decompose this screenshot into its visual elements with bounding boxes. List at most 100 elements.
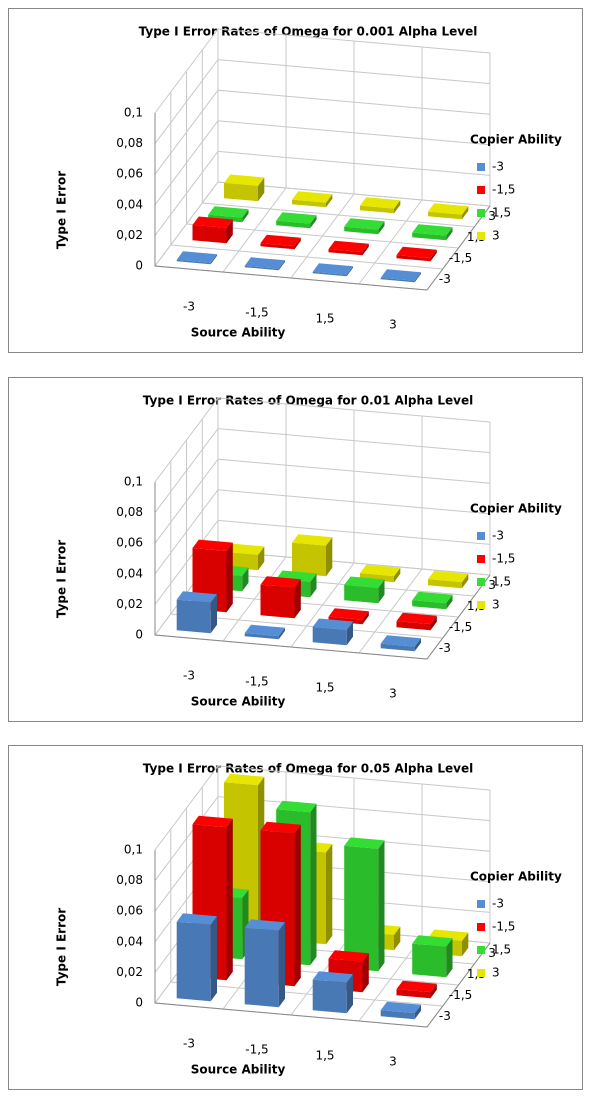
bar-side — [462, 206, 469, 220]
bar-side — [446, 227, 453, 241]
bar-top — [244, 624, 285, 637]
legend-title: Copier Ability — [470, 870, 562, 884]
legend-swatch — [477, 946, 485, 954]
bar-side — [346, 974, 353, 1014]
bar-side — [414, 638, 421, 652]
bar-front — [396, 989, 431, 999]
bar — [380, 1001, 421, 1020]
x-tick-label: 1,5 — [315, 681, 334, 695]
bar-front — [192, 224, 227, 244]
bar-top — [396, 612, 437, 625]
bar-front — [244, 265, 279, 271]
legend-label: 3 — [492, 966, 500, 980]
bar-side — [278, 922, 285, 1008]
bar — [396, 246, 437, 262]
bar — [412, 935, 453, 978]
bar-top — [260, 821, 301, 834]
bar-front — [292, 542, 326, 577]
bar-front — [176, 921, 211, 1002]
bar-top — [396, 246, 437, 259]
bar-top — [244, 919, 285, 931]
bar-front — [396, 621, 431, 631]
bar-top — [428, 203, 469, 215]
depth-tick-label: -3 — [439, 272, 451, 286]
bar — [208, 206, 249, 223]
bar-top — [412, 224, 453, 236]
y-tick-label: 0,02 — [116, 965, 143, 979]
bar-top — [380, 1001, 421, 1014]
bar-front — [380, 643, 415, 652]
bar-side — [278, 260, 285, 271]
y-tick-label: 0 — [135, 996, 143, 1010]
y-tick-label: 0 — [135, 628, 143, 642]
bar — [412, 591, 453, 610]
y-tick-label: 0,02 — [116, 597, 143, 611]
y-tick-label: 0,06 — [116, 904, 143, 918]
y-tick-label: 0,06 — [116, 167, 143, 181]
x-axis-title: Source Ability — [191, 1063, 286, 1077]
bar-side — [294, 579, 301, 619]
bar — [312, 618, 353, 646]
bar-front — [428, 579, 462, 589]
bar-front — [224, 182, 258, 202]
y-axis-title: Type I Error — [55, 540, 69, 618]
bar-front — [360, 205, 394, 214]
y-tick-label: 0,06 — [116, 536, 143, 550]
bar-front — [312, 979, 347, 1014]
bar-side — [310, 215, 317, 229]
y-tick-label: 0 — [135, 259, 143, 273]
bar-top — [412, 591, 453, 604]
bar — [176, 251, 217, 265]
bar-front — [380, 1010, 415, 1020]
bar-side — [414, 272, 421, 283]
bar-front — [276, 220, 311, 229]
bar-side — [462, 573, 469, 589]
bar-top — [344, 576, 385, 588]
bar-front — [380, 277, 415, 283]
bar-front — [244, 927, 279, 1008]
bar-top — [224, 543, 265, 555]
legend-swatch — [477, 532, 485, 540]
bar-front — [260, 584, 295, 619]
bar — [380, 635, 421, 652]
depth-tick-label: -1,5 — [449, 620, 472, 634]
bar-side — [430, 249, 437, 262]
x-tick-label: 3 — [389, 1055, 397, 1069]
y-tick-label: 0,1 — [124, 106, 143, 120]
bar-side — [414, 1004, 421, 1020]
x-tick-label: 3 — [389, 318, 397, 332]
bar-front — [176, 259, 211, 265]
x-tick-label: 3 — [389, 687, 397, 701]
bar-top — [428, 570, 469, 583]
x-axis-title: Source Ability — [191, 326, 286, 340]
bar-side — [226, 542, 233, 613]
legend-title: Copier Ability — [470, 502, 562, 516]
bar-top — [312, 263, 353, 275]
bar-side — [242, 209, 249, 223]
bar — [344, 837, 385, 972]
bar-top — [328, 950, 369, 962]
bar-front — [328, 616, 363, 625]
bar — [244, 624, 285, 640]
chart: Type I Error Rates of Omega for 0.01 Alp… — [8, 377, 583, 722]
depth-tick-label: 3 — [488, 946, 496, 960]
y-tick-label: 0,08 — [116, 873, 143, 887]
bar-side — [430, 615, 437, 631]
bar-top — [344, 837, 385, 849]
bar — [312, 971, 353, 1014]
x-tick-label: -3 — [183, 300, 195, 314]
bar-front — [292, 199, 326, 208]
legend-label: -1,5 — [492, 920, 515, 934]
y-tick-label: 0,04 — [116, 934, 143, 948]
bar-side — [462, 932, 469, 957]
x-tick-label: -1,5 — [245, 675, 268, 689]
bar-top — [360, 197, 401, 209]
bar-side — [278, 627, 285, 640]
bar — [412, 224, 453, 241]
chart-frame — [8, 8, 583, 353]
bar-front — [312, 626, 347, 646]
bar-side — [346, 266, 353, 277]
bar-side — [326, 537, 333, 577]
x-tick-label: -3 — [183, 669, 195, 683]
bar-side — [258, 177, 265, 202]
